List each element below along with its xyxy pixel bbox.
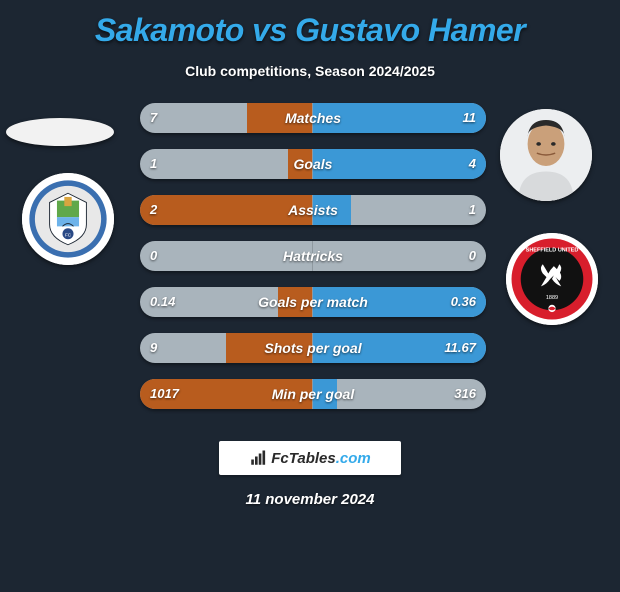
player2-photo (500, 109, 592, 201)
svg-text:FC: FC (65, 232, 72, 237)
brand-suffix: .com (336, 450, 371, 467)
stat-row-hattricks: 00Hattricks (140, 241, 486, 271)
stat-row-min-per-goal: 1017316Min per goal (140, 379, 486, 409)
brand-text: FcTables (271, 450, 335, 467)
player1-club-badge: FC (22, 173, 114, 265)
bar-chart-icon (249, 449, 267, 467)
page-title: Sakamoto vs Gustavo Hamer (0, 12, 620, 49)
comparison-chart: FC SHEFFIELD UNITED 1889 711Matches 14Goa… (0, 103, 620, 423)
brand-badge: FcTables.com (219, 441, 401, 475)
stat-row-shots-per-goal: 911.67Shots per goal (140, 333, 486, 363)
stat-row-matches: 711Matches (140, 103, 486, 133)
player2-club-badge: SHEFFIELD UNITED 1889 (506, 233, 598, 325)
stat-label: Matches (140, 103, 486, 133)
stat-label: Hattricks (140, 241, 486, 271)
stat-bars: 711Matches 14Goals 21Assists 00Hattricks 0.1… (140, 103, 486, 425)
stat-label: Assists (140, 195, 486, 225)
stat-row-goals-per-match: 0.140.36Goals per match (140, 287, 486, 317)
stat-label: Goals per match (140, 287, 486, 317)
stat-label: Min per goal (140, 379, 486, 409)
player1-photo (6, 118, 114, 146)
subtitle: Club competitions, Season 2024/2025 (0, 63, 620, 79)
stat-label: Goals (140, 149, 486, 179)
stat-row-assists: 21Assists (140, 195, 486, 225)
svg-text:SHEFFIELD UNITED: SHEFFIELD UNITED (526, 247, 579, 253)
stat-label: Shots per goal (140, 333, 486, 363)
stat-row-goals: 14Goals (140, 149, 486, 179)
date-label: 11 november 2024 (0, 491, 620, 508)
svg-text:1889: 1889 (546, 295, 558, 301)
